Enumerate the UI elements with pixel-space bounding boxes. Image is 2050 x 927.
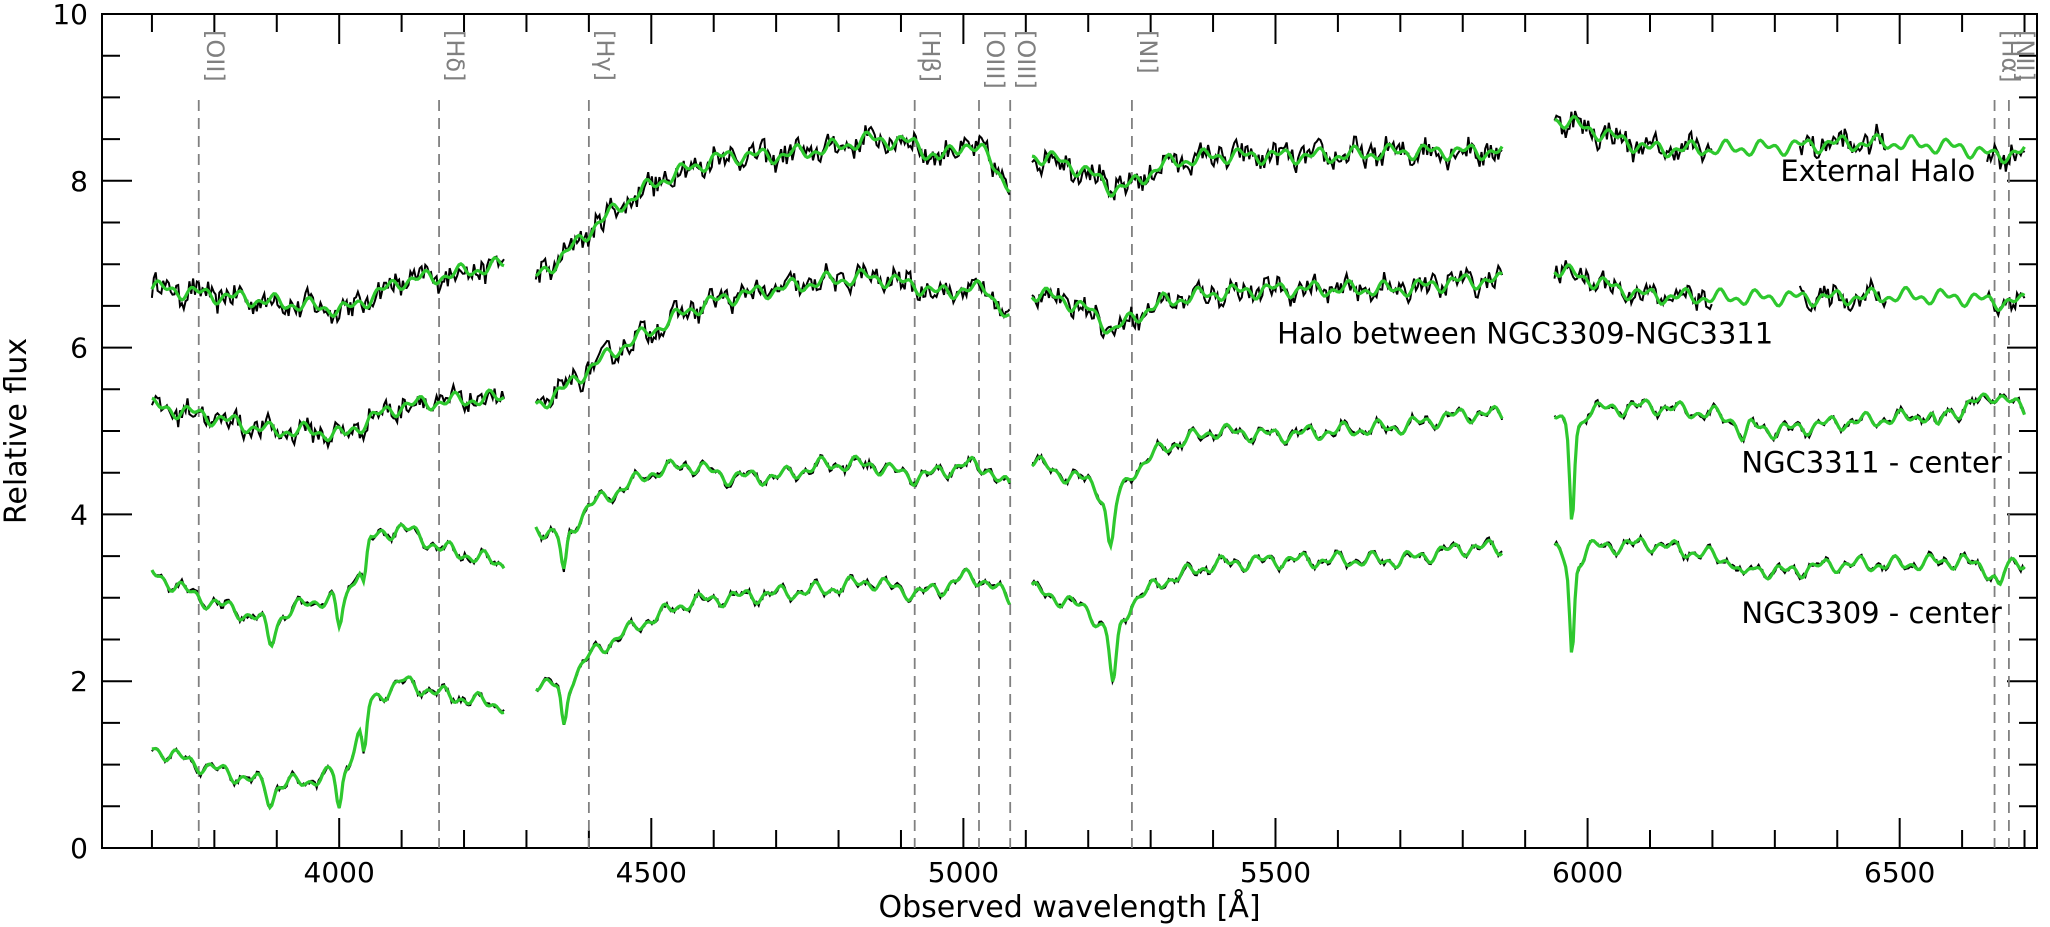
y-tick-label: 6	[70, 332, 88, 365]
spectral-line-label: [NI]	[1134, 30, 1162, 74]
spectral-line-label: [Hα]	[1997, 30, 2025, 83]
spectral-line-label: [Hγ]	[591, 30, 619, 81]
y-tick-label: 10	[52, 0, 88, 31]
spectral-line-label: [OII]	[201, 30, 229, 82]
x-tick-label: 5500	[1240, 856, 1311, 889]
series-label: NGC3309 - center	[1741, 596, 2001, 630]
x-tick-label: 6500	[1864, 856, 1935, 889]
spectral-line-label: [Hβ]	[917, 30, 945, 82]
series-model-line	[150, 115, 2026, 318]
series-model-line	[151, 536, 2026, 811]
spectral-line-label: [Hδ]	[441, 30, 469, 81]
series-label: Halo between NGC3309-NGC3311	[1277, 316, 1773, 350]
series-label: NGC3311 - center	[1741, 446, 2001, 480]
spectral-line-markers	[197, 100, 2010, 848]
spectral-line-label: [OIII]	[1012, 30, 1040, 89]
y-tick-label: 4	[70, 498, 88, 531]
x-tick-label: 4000	[304, 856, 375, 889]
spectral-line-label: [NII]	[2011, 30, 2039, 81]
y-tick-label: 2	[70, 665, 88, 698]
series-model-line	[150, 392, 2026, 649]
y-tick-label: 0	[70, 832, 88, 865]
spectral-line-label: [OIII]	[981, 30, 1009, 89]
x-tick-label: 4500	[616, 856, 687, 889]
x-axis-title: Observed wavelength [Å]	[878, 889, 1260, 925]
y-axis-title: Relative flux	[0, 338, 34, 524]
y-tick-label: 8	[70, 165, 88, 198]
series-observed-line	[151, 533, 2026, 809]
series-observed-line	[150, 260, 2026, 451]
axis-ticks	[102, 13, 2037, 849]
x-tick-label: 5000	[928, 856, 999, 889]
series-label: External Halo	[1780, 154, 1975, 188]
series-observed-line	[150, 110, 2026, 325]
series-group	[150, 110, 2026, 811]
series-model-line	[151, 263, 2026, 443]
x-tick-label: 6000	[1552, 856, 1623, 889]
